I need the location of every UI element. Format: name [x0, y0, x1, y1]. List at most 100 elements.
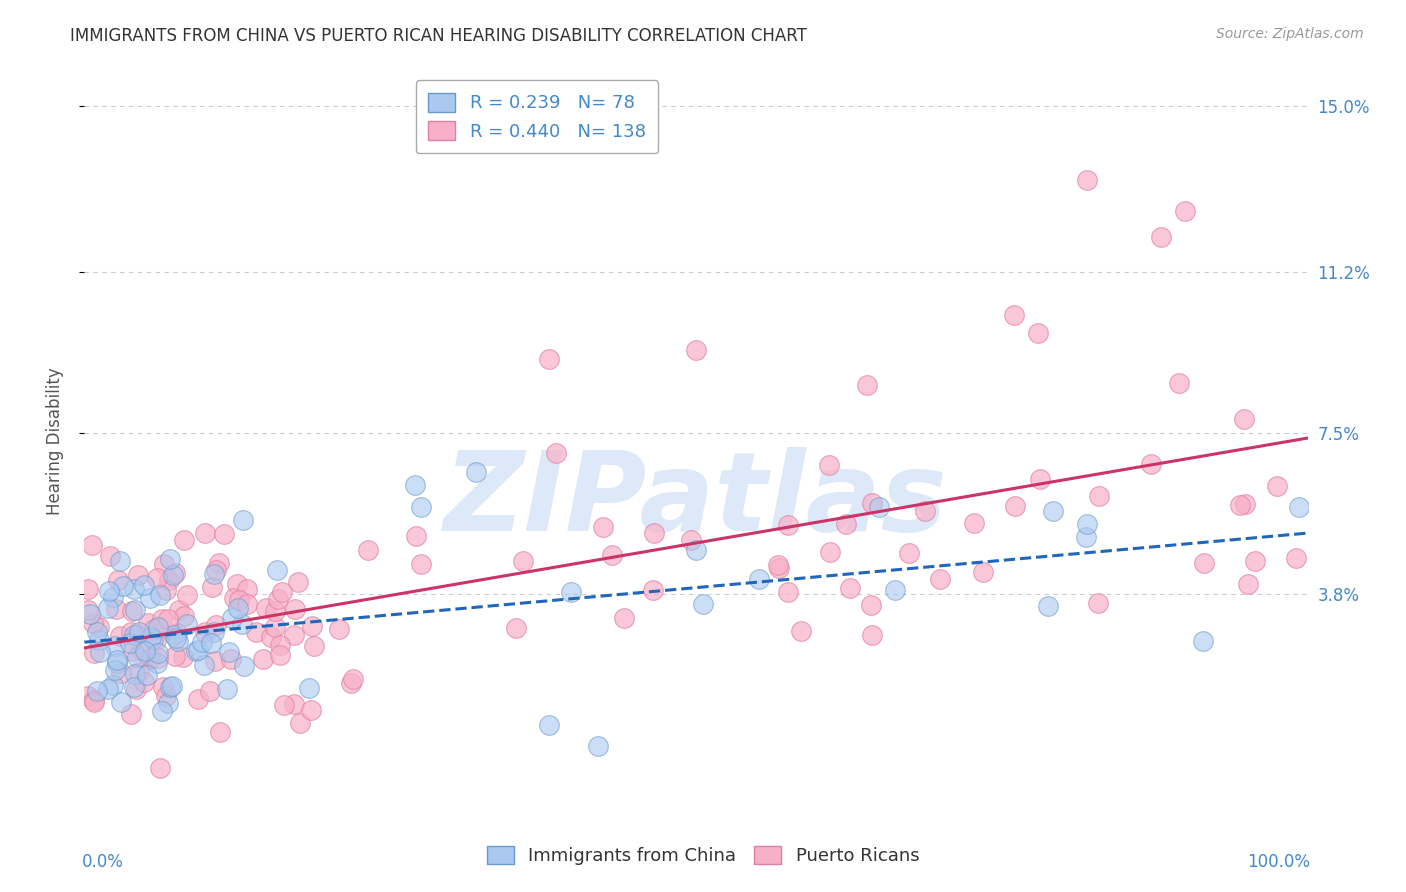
- Point: [110, 695, 132, 709]
- Point: [125, 681, 148, 696]
- Point: [198, 684, 221, 698]
- Point: [1288, 500, 1310, 514]
- Point: [613, 611, 636, 625]
- Point: [228, 593, 250, 607]
- Point: [1229, 498, 1251, 512]
- Point: [120, 624, 142, 639]
- Point: [1074, 531, 1097, 545]
- Point: [160, 679, 183, 693]
- Point: [236, 582, 259, 596]
- Point: [1168, 376, 1191, 390]
- Point: [191, 635, 214, 649]
- Point: [328, 622, 350, 636]
- Point: [101, 590, 124, 604]
- Point: [641, 582, 664, 597]
- Text: ZIPatlas: ZIPatlas: [444, 447, 948, 554]
- Point: [104, 639, 127, 653]
- Point: [1028, 326, 1050, 340]
- Point: [221, 610, 243, 624]
- Point: [108, 554, 131, 568]
- Point: [105, 601, 128, 615]
- Point: [544, 446, 567, 460]
- Point: [685, 343, 707, 357]
- Point: [146, 620, 169, 634]
- Point: [287, 575, 309, 590]
- Point: [1244, 554, 1267, 568]
- Point: [766, 558, 789, 573]
- Point: [972, 565, 994, 579]
- Point: [165, 632, 187, 646]
- Point: [89, 645, 111, 659]
- Point: [1088, 489, 1111, 503]
- Point: [150, 704, 173, 718]
- Point: [818, 544, 841, 558]
- Point: [226, 577, 249, 591]
- Point: [167, 603, 190, 617]
- Point: [142, 632, 165, 646]
- Point: [222, 591, 245, 606]
- Point: [127, 567, 149, 582]
- Point: [1140, 457, 1163, 471]
- Point: [83, 695, 105, 709]
- Point: [1036, 599, 1059, 613]
- Point: [163, 566, 186, 580]
- Point: [107, 573, 129, 587]
- Point: [778, 584, 800, 599]
- Point: [681, 533, 703, 548]
- Point: [643, 526, 665, 541]
- Point: [357, 542, 380, 557]
- Point: [124, 681, 146, 695]
- Point: [269, 648, 291, 662]
- Point: [143, 622, 166, 636]
- Point: [201, 580, 224, 594]
- Point: [264, 604, 287, 618]
- Point: [159, 552, 181, 566]
- Point: [1150, 230, 1173, 244]
- Point: [834, 516, 856, 531]
- Point: [112, 579, 135, 593]
- Point: [110, 629, 132, 643]
- Point: [404, 478, 426, 492]
- Point: [284, 602, 307, 616]
- Point: [193, 658, 215, 673]
- Point: [104, 663, 127, 677]
- Point: [187, 643, 209, 657]
- Point: [155, 582, 177, 597]
- Legend: R = 0.239   N= 78, R = 0.440   N= 138: R = 0.239 N= 78, R = 0.440 N= 138: [416, 80, 658, 153]
- Point: [139, 650, 162, 665]
- Point: [283, 628, 305, 642]
- Point: [789, 624, 811, 638]
- Legend: Immigrants from China, Puerto Ricans: Immigrants from China, Puerto Ricans: [478, 837, 928, 874]
- Point: [928, 572, 950, 586]
- Point: [212, 527, 235, 541]
- Point: [124, 582, 146, 596]
- Point: [105, 653, 128, 667]
- Point: [269, 638, 291, 652]
- Point: [87, 632, 110, 647]
- Point: [1233, 497, 1256, 511]
- Point: [122, 644, 145, 658]
- Point: [768, 561, 790, 575]
- Point: [128, 642, 150, 657]
- Point: [586, 739, 609, 754]
- Point: [748, 572, 770, 586]
- Point: [860, 495, 883, 509]
- Point: [859, 598, 882, 612]
- Point: [538, 717, 561, 731]
- Point: [77, 689, 100, 703]
- Point: [121, 604, 143, 618]
- Point: [271, 584, 294, 599]
- Point: [226, 600, 249, 615]
- Point: [176, 588, 198, 602]
- Text: Source: ZipAtlas.com: Source: ZipAtlas.com: [1216, 27, 1364, 41]
- Point: [592, 520, 614, 534]
- Point: [1192, 556, 1215, 570]
- Point: [204, 654, 226, 668]
- Point: [187, 692, 209, 706]
- Point: [1233, 412, 1256, 426]
- Point: [125, 628, 148, 642]
- Point: [157, 696, 180, 710]
- Point: [1029, 472, 1052, 486]
- Point: [266, 563, 288, 577]
- Point: [134, 643, 156, 657]
